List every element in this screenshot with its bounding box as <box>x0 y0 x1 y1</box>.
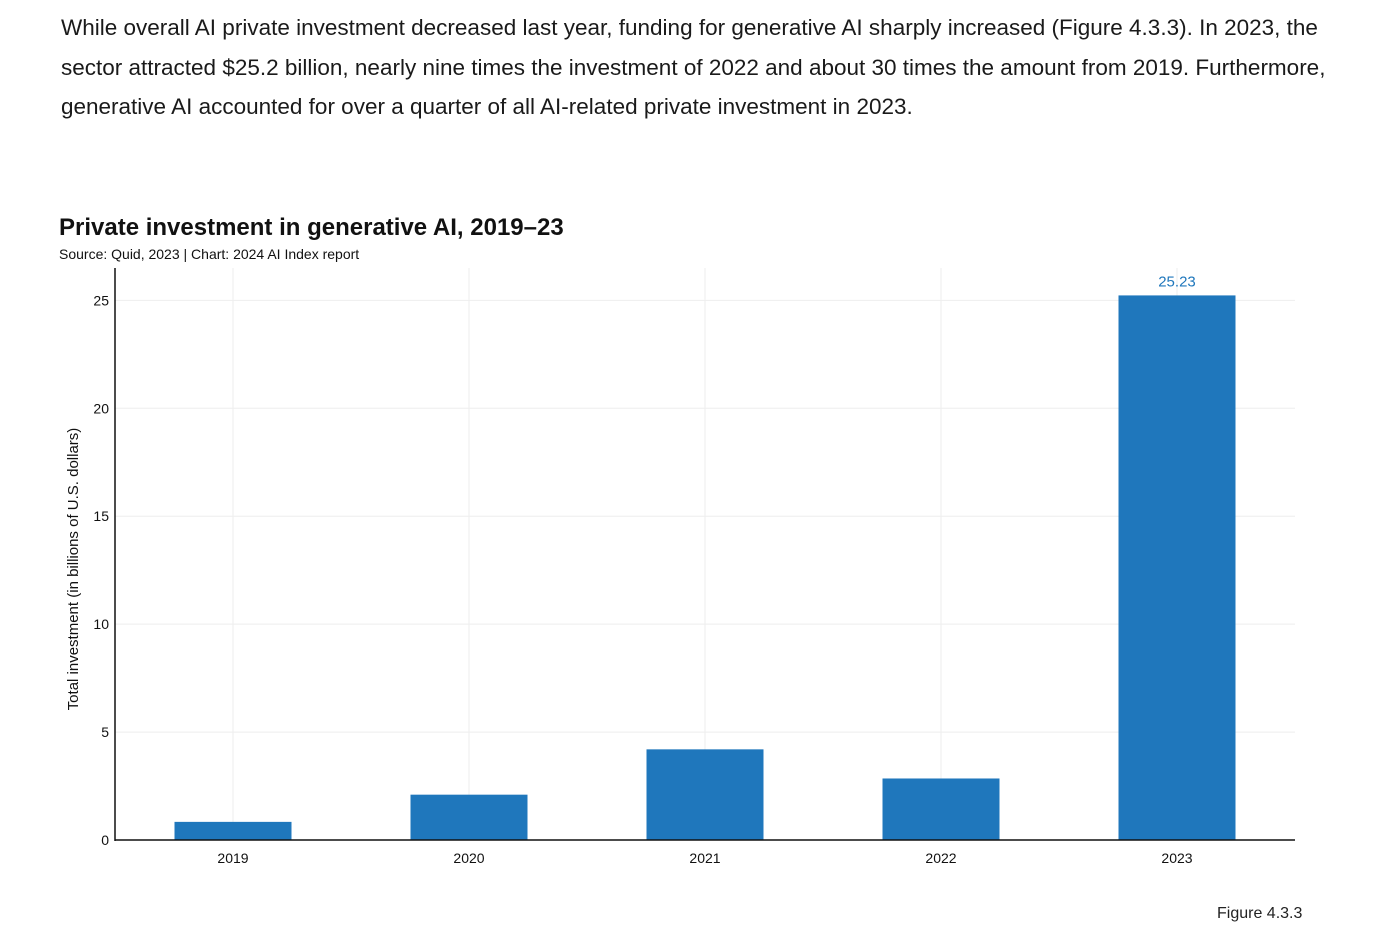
x-tick-label: 2019 <box>217 850 248 866</box>
x-tick-label: 2022 <box>925 850 956 866</box>
chart-title: Private investment in generative AI, 201… <box>59 214 564 241</box>
chart-source: Source: Quid, 2023 | Chart: 2024 AI Inde… <box>59 246 360 262</box>
y-tick-label: 0 <box>101 832 109 848</box>
data-label: 25.23 <box>1158 273 1196 290</box>
x-tick-label: 2023 <box>1161 850 1192 866</box>
y-axis-title: Total investment (in billions of U.S. do… <box>65 428 82 711</box>
axes <box>114 268 1295 841</box>
bar-2019 <box>174 821 292 840</box>
bar-2021 <box>646 749 764 840</box>
y-tick-label: 25 <box>93 292 109 308</box>
bar-2022 <box>882 778 1000 840</box>
bar-2023 <box>1118 295 1236 840</box>
y-tick-label: 5 <box>101 724 109 740</box>
x-tick-label: 2021 <box>689 850 720 866</box>
intro-paragraph: While overall AI private investment decr… <box>61 15 1326 119</box>
figure-label: Figure 4.3.3 <box>1217 905 1303 922</box>
bars <box>174 295 1236 840</box>
bar-2020 <box>410 794 528 840</box>
labels: 0 5 10 15 20 25 2019 2020 2021 2022 2023 25.23 Total… <box>65 273 1196 866</box>
y-tick-label: 15 <box>93 508 109 524</box>
y-tick-label: 10 <box>93 616 109 632</box>
y-tick-label: 20 <box>93 400 109 416</box>
x-tick-label: 2020 <box>453 850 484 866</box>
